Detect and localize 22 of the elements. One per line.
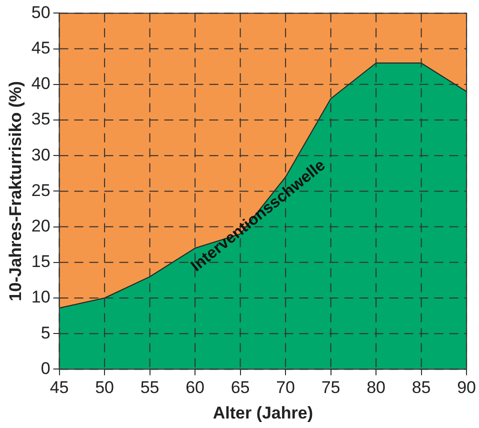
- y-tick-label: 5: [40, 323, 50, 342]
- x-tick-label: 90: [457, 378, 476, 398]
- x-tick-label: 60: [186, 378, 205, 398]
- y-tick-label: 25: [31, 180, 50, 200]
- y-tick-label: 15: [31, 252, 50, 272]
- y-tick-label: 50: [31, 2, 50, 22]
- y-tick-label: 10: [31, 288, 50, 307]
- x-tick-label: 80: [366, 378, 386, 398]
- x-tick-label: 70: [276, 378, 296, 398]
- y-tick-label: 20: [31, 216, 50, 236]
- y-axis-title: 10-Jahres-Frakturrisiko (%): [6, 81, 25, 302]
- y-tick-label: 40: [31, 74, 50, 94]
- x-axis-title: Alter (Jahre): [212, 403, 313, 422]
- x-tick-label: 65: [230, 378, 250, 398]
- y-tick-label: 35: [31, 110, 50, 129]
- x-tick-label: 55: [140, 378, 160, 398]
- y-tick-label: 0: [40, 358, 50, 378]
- x-tick-label: 50: [95, 378, 114, 398]
- x-tick-label: 75: [321, 378, 340, 398]
- y-tick-label: 45: [31, 38, 50, 58]
- x-tick-label: 85: [412, 378, 431, 398]
- y-tick-label: 30: [31, 145, 50, 164]
